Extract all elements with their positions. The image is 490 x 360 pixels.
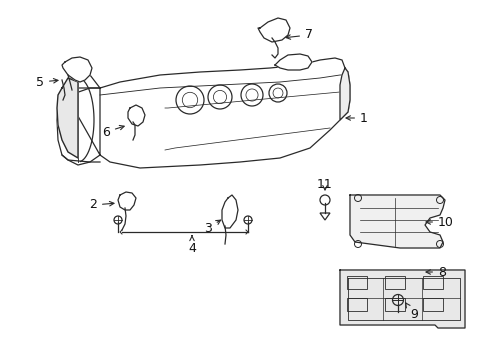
Polygon shape <box>350 195 445 248</box>
Polygon shape <box>118 192 136 210</box>
Text: 11: 11 <box>317 179 333 192</box>
Bar <box>423 276 443 289</box>
Polygon shape <box>275 54 312 70</box>
Polygon shape <box>258 18 290 42</box>
Text: 1: 1 <box>346 112 368 125</box>
Bar <box>347 276 367 289</box>
Bar <box>385 298 405 311</box>
Text: 9: 9 <box>406 303 418 321</box>
Text: 8: 8 <box>426 266 446 279</box>
Polygon shape <box>128 105 145 126</box>
Text: 3: 3 <box>204 220 220 234</box>
Text: 5: 5 <box>36 76 58 89</box>
Bar <box>423 298 443 311</box>
Text: 4: 4 <box>188 236 196 255</box>
Bar <box>347 298 367 311</box>
Polygon shape <box>340 270 465 328</box>
Polygon shape <box>57 78 78 158</box>
Bar <box>385 276 405 289</box>
Polygon shape <box>57 58 350 168</box>
Polygon shape <box>62 57 92 82</box>
Polygon shape <box>340 68 350 120</box>
Text: 7: 7 <box>286 28 313 41</box>
Text: 6: 6 <box>102 125 124 139</box>
Text: 2: 2 <box>89 198 114 211</box>
Polygon shape <box>222 195 238 228</box>
Text: 10: 10 <box>426 216 454 229</box>
